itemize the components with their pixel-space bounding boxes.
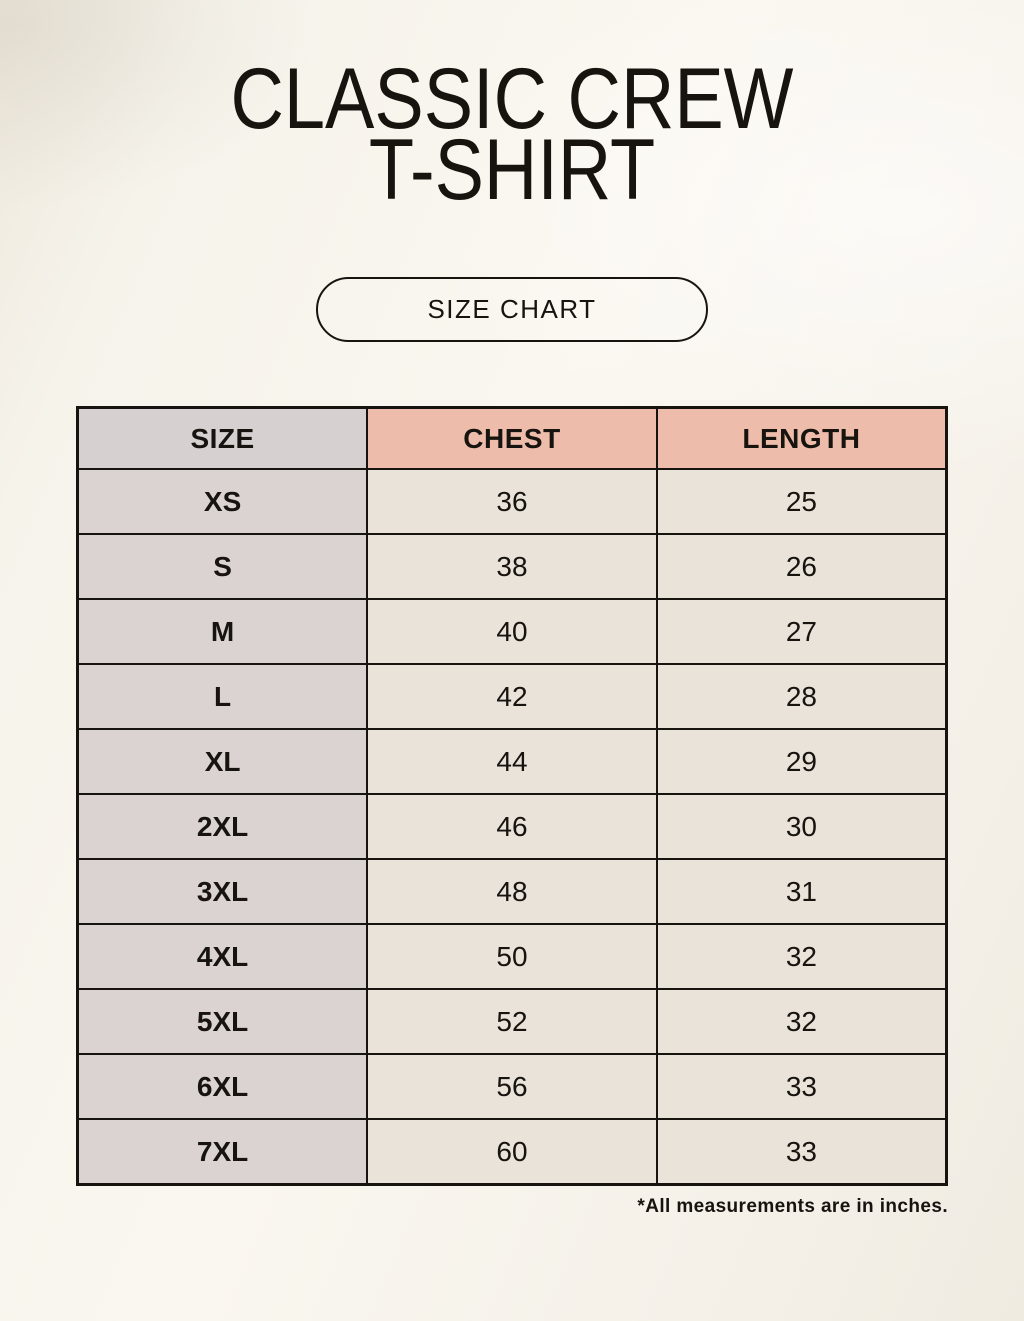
table-row: XS 36 25 [76,468,948,536]
length-cell: 26 [655,533,948,601]
chest-cell: 38 [366,533,658,601]
length-cell: 28 [655,663,948,731]
chest-cell: 52 [366,988,658,1056]
table-row: XL 44 29 [76,728,948,796]
size-cell: 5XL [76,988,369,1056]
length-cell: 32 [655,988,948,1056]
chest-cell: 42 [366,663,658,731]
table-row: 7XL 60 33 [76,1118,948,1186]
chest-cell: 60 [366,1118,658,1186]
title-line-2: T-SHIRT [368,122,656,219]
table-row: 3XL 48 31 [76,858,948,926]
chest-cell: 36 [366,468,658,536]
chest-cell: 56 [366,1053,658,1121]
length-cell: 32 [655,923,948,991]
size-cell: L [76,663,369,731]
page-title: CLASSIC CREW T-SHIRT [72,0,953,219]
table-header-row: SIZE CHEST LENGTH [76,406,948,471]
size-cell: XS [76,468,369,536]
size-cell: 6XL [76,1053,369,1121]
table-row: L 42 28 [76,663,948,731]
table-row: 2XL 46 30 [76,793,948,861]
chest-cell: 48 [366,858,658,926]
table-row: M 40 27 [76,598,948,666]
measurements-footnote: *All measurements are in inches. [637,1195,948,1217]
length-cell: 33 [655,1118,948,1186]
size-cell: M [76,598,369,666]
table-row: 6XL 56 33 [76,1053,948,1121]
size-chart-button[interactable]: SIZE CHART [316,276,708,342]
chest-cell: 44 [366,728,658,796]
size-cell: 7XL [76,1118,369,1186]
chest-cell: 40 [366,598,658,666]
length-cell: 29 [655,728,948,796]
size-cell: 4XL [76,923,369,991]
size-table-container: SIZE CHEST LENGTH XS 36 25 S 38 26 M 40 27 L 42 28 X… [76,405,948,1186]
chest-cell: 46 [366,793,658,861]
table-row: S 38 26 [76,533,948,601]
length-cell: 27 [655,598,948,666]
size-cell: XL [76,728,369,796]
table-row: 4XL 50 32 [76,923,948,991]
column-header-size: SIZE [76,406,369,471]
length-cell: 30 [655,793,948,861]
length-cell: 33 [655,1053,948,1121]
column-header-chest: CHEST [366,406,658,471]
column-header-length: LENGTH [655,406,948,471]
size-cell: S [76,533,369,601]
chest-cell: 50 [366,923,658,991]
length-cell: 25 [655,468,948,536]
size-cell: 2XL [76,793,369,861]
table-row: 5XL 52 32 [76,988,948,1056]
size-table-body: XS 36 25 S 38 26 M 40 27 L 42 28 XL 44 29 2XL 46 30 3XL 48 3… [76,468,948,1186]
title-line-1: CLASSIC CREW [230,51,794,147]
size-cell: 3XL [76,858,369,926]
length-cell: 31 [655,858,948,926]
size-table: SIZE CHEST LENGTH XS 36 25 S 38 26 M 40 27 L 42 28 X… [76,405,948,1186]
